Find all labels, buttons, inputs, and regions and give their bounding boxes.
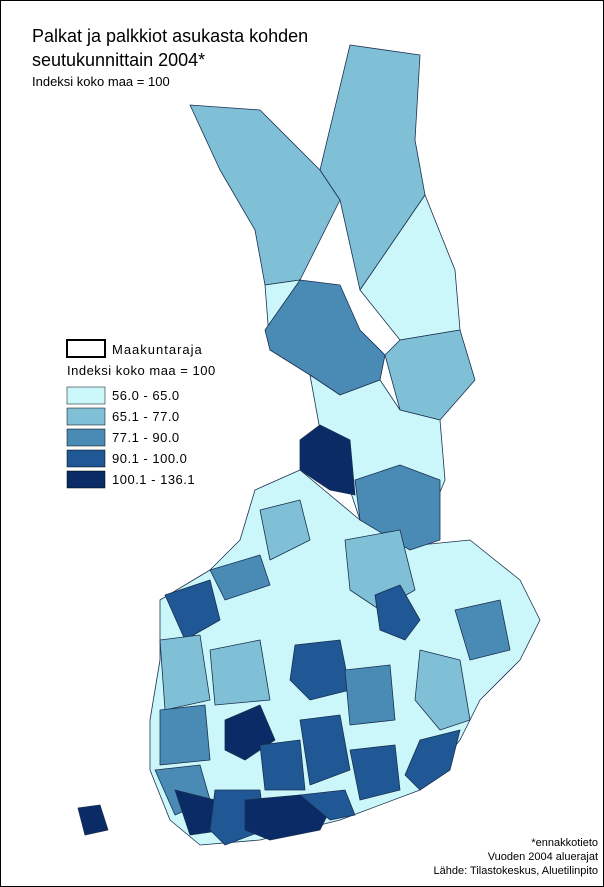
region (289, 639, 351, 701)
region (414, 649, 471, 731)
legend-swatch (66, 386, 106, 405)
finland-map (77, 44, 541, 846)
region (354, 464, 441, 551)
region (374, 584, 421, 641)
legend-boundary: Maakuntaraja (112, 342, 203, 357)
region (454, 599, 511, 661)
legend: Maakuntaraja Indeksi koko maa = 100 56.0… (66, 339, 216, 489)
region (159, 704, 211, 766)
region (209, 554, 271, 601)
region (299, 789, 356, 821)
region (159, 634, 211, 711)
region (209, 639, 271, 706)
region (259, 739, 306, 791)
legend-label: 56.0 - 65.0 (112, 388, 180, 403)
legend-swatch (66, 470, 106, 489)
region (349, 744, 401, 801)
region (404, 729, 461, 791)
region (299, 714, 351, 786)
legend-title: Indeksi koko maa = 100 (67, 363, 216, 378)
region (299, 424, 356, 496)
note: Vuoden 2004 aluerajat (488, 851, 598, 863)
title-line: seutukunnittain 2004* (32, 50, 205, 70)
legend-label: 77.1 - 90.0 (112, 430, 180, 445)
legend-label: 65.1 - 77.0 (112, 409, 180, 424)
region (164, 579, 221, 641)
note: *ennakkotieto (531, 837, 598, 849)
legend-swatch (66, 449, 106, 468)
subtitle: Indeksi koko maa = 100 (32, 74, 170, 89)
note: Lähde: Tilastokeskus, Aluetilinpito (434, 865, 599, 877)
title-line: Palkat ja palkkiot asukasta kohden (32, 26, 308, 46)
region (344, 664, 396, 726)
region (77, 804, 109, 836)
region (259, 499, 311, 561)
region (319, 44, 426, 291)
legend-label: 90.1 - 100.0 (112, 451, 187, 466)
legend-swatch (66, 428, 106, 447)
legend-label: 100.1 - 136.1 (112, 472, 195, 487)
boundary-swatch (66, 339, 106, 358)
legend-swatch (66, 407, 106, 426)
